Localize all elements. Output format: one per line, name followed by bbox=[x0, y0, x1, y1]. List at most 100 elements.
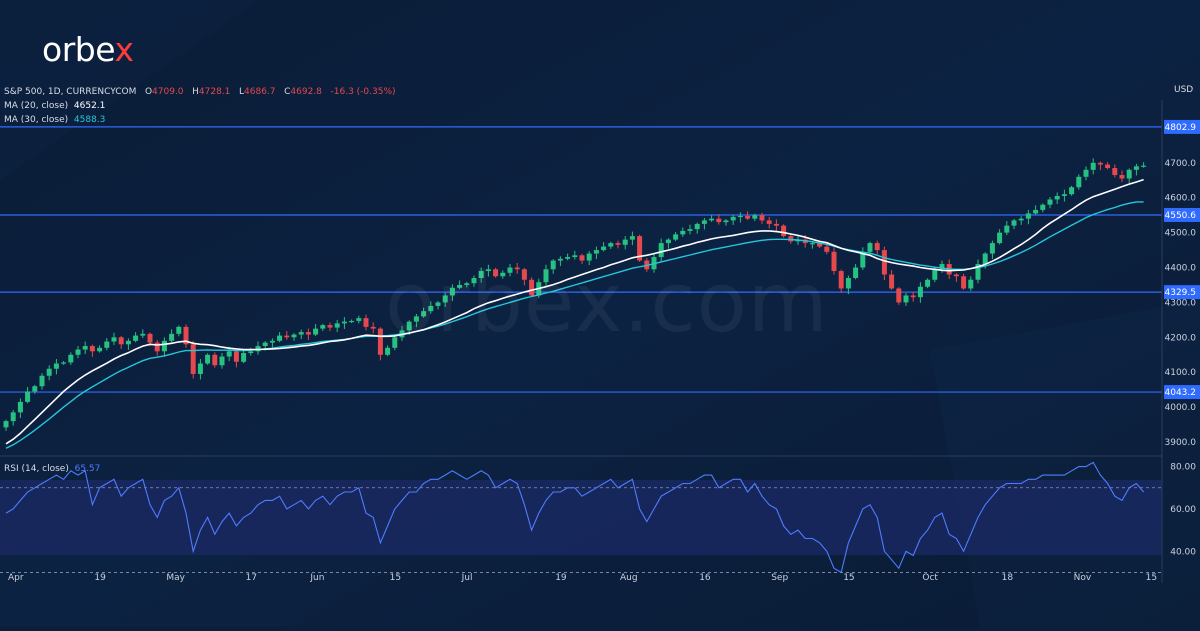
candle-body bbox=[478, 271, 484, 278]
candle-body bbox=[601, 246, 607, 251]
candle-body bbox=[327, 325, 333, 328]
candle-body bbox=[709, 218, 715, 221]
candle-body bbox=[989, 243, 995, 254]
candle-body bbox=[579, 255, 585, 261]
candle-body bbox=[392, 337, 398, 348]
candle-body bbox=[75, 349, 81, 355]
candle-body bbox=[39, 375, 45, 387]
rsi-value: 65.57 bbox=[74, 464, 101, 474]
rsi-line bbox=[5, 461, 1145, 574]
candle-body bbox=[773, 223, 779, 226]
candle-body bbox=[1033, 209, 1039, 214]
candle-body bbox=[1112, 168, 1118, 176]
price-tick-label: 4600.0 bbox=[1165, 194, 1197, 204]
candle-body bbox=[766, 220, 772, 224]
candle-body bbox=[298, 332, 304, 335]
ma20-line bbox=[5, 178, 1144, 445]
time-tick-label: 16 bbox=[699, 573, 711, 583]
candle-body bbox=[89, 346, 95, 352]
candle-body bbox=[817, 243, 823, 247]
time-tick-label: 19 bbox=[555, 573, 567, 583]
candle-body bbox=[68, 354, 74, 363]
moving-averages bbox=[5, 178, 1144, 449]
candle-body bbox=[507, 267, 513, 273]
candle-body bbox=[1061, 194, 1067, 196]
candle-body bbox=[406, 321, 412, 331]
candle-body bbox=[25, 391, 31, 402]
candle-body bbox=[1097, 162, 1103, 165]
candle-body bbox=[169, 333, 175, 341]
time-tick-label: Oct bbox=[922, 573, 938, 583]
candle-body bbox=[953, 274, 959, 277]
high-value: 4728.1 bbox=[198, 87, 231, 97]
candle-body bbox=[824, 246, 830, 252]
price-tick-label: 4000.0 bbox=[1165, 403, 1197, 413]
candle-body bbox=[183, 326, 189, 345]
candle-body bbox=[370, 326, 376, 329]
ma30-value: 4588.3 bbox=[73, 115, 106, 125]
candle-body bbox=[377, 328, 383, 355]
candle-body bbox=[694, 223, 700, 230]
candle-body bbox=[593, 250, 599, 254]
candle-body bbox=[1105, 164, 1111, 169]
candle-body bbox=[838, 271, 844, 289]
candle-body bbox=[925, 279, 931, 287]
candle-body bbox=[831, 251, 837, 272]
candle-body bbox=[219, 356, 225, 366]
candle-body bbox=[1090, 162, 1096, 170]
rsi-panel bbox=[0, 461, 1162, 574]
price-tick-label: 4100.0 bbox=[1165, 368, 1197, 378]
candle-body bbox=[161, 340, 167, 352]
candle-body bbox=[968, 279, 974, 289]
candle-body bbox=[860, 251, 866, 268]
open-value: 4709.0 bbox=[152, 87, 184, 97]
candle-body bbox=[133, 335, 139, 341]
candle-body bbox=[485, 269, 491, 272]
candle-body bbox=[845, 278, 851, 289]
time-tick-label: Jun bbox=[309, 573, 324, 583]
time-tick-label: Sep bbox=[771, 573, 788, 583]
time-tick-label: 15 bbox=[1146, 573, 1157, 583]
candle-body bbox=[658, 243, 664, 258]
time-tick-label: 19 bbox=[94, 573, 106, 583]
candle-body bbox=[435, 302, 441, 306]
candle-body bbox=[97, 347, 103, 352]
ma30-line bbox=[5, 201, 1144, 449]
candle-body bbox=[413, 316, 419, 322]
candle-body bbox=[385, 347, 391, 355]
candle-body bbox=[226, 351, 232, 357]
candle-body bbox=[305, 332, 311, 335]
candle-body bbox=[687, 229, 693, 231]
candle-body bbox=[349, 320, 355, 323]
ma30-legend: MA (30, close) 4588.3 bbox=[4, 115, 105, 126]
candle-body bbox=[1040, 204, 1046, 210]
candle-body bbox=[255, 346, 261, 352]
candle-body bbox=[449, 287, 455, 296]
level-price-tag bbox=[1164, 385, 1200, 400]
candle-body bbox=[910, 295, 916, 298]
candle-body bbox=[464, 283, 470, 285]
candle-body bbox=[788, 236, 794, 242]
ma20-value: 4652.1 bbox=[73, 101, 106, 111]
candle-body bbox=[277, 335, 283, 341]
candle-body bbox=[197, 363, 203, 374]
candle-body bbox=[629, 236, 635, 240]
candle-body bbox=[1133, 166, 1139, 170]
candle-body bbox=[961, 276, 967, 289]
candle-body bbox=[867, 243, 873, 252]
candle-body bbox=[1126, 169, 1132, 179]
candle-body bbox=[212, 354, 218, 366]
candle-body bbox=[608, 243, 614, 247]
candle-body bbox=[529, 279, 535, 296]
close-label: C bbox=[284, 87, 291, 97]
candle-body bbox=[543, 269, 549, 283]
candle-body bbox=[565, 257, 571, 259]
time-tick-label: 15 bbox=[843, 573, 854, 583]
candle-body bbox=[572, 255, 578, 258]
time-tick-label: Nov bbox=[1074, 573, 1092, 583]
candle-body bbox=[190, 344, 196, 374]
price-tick-label: 4200.0 bbox=[1165, 333, 1197, 343]
candle-body bbox=[241, 353, 247, 362]
